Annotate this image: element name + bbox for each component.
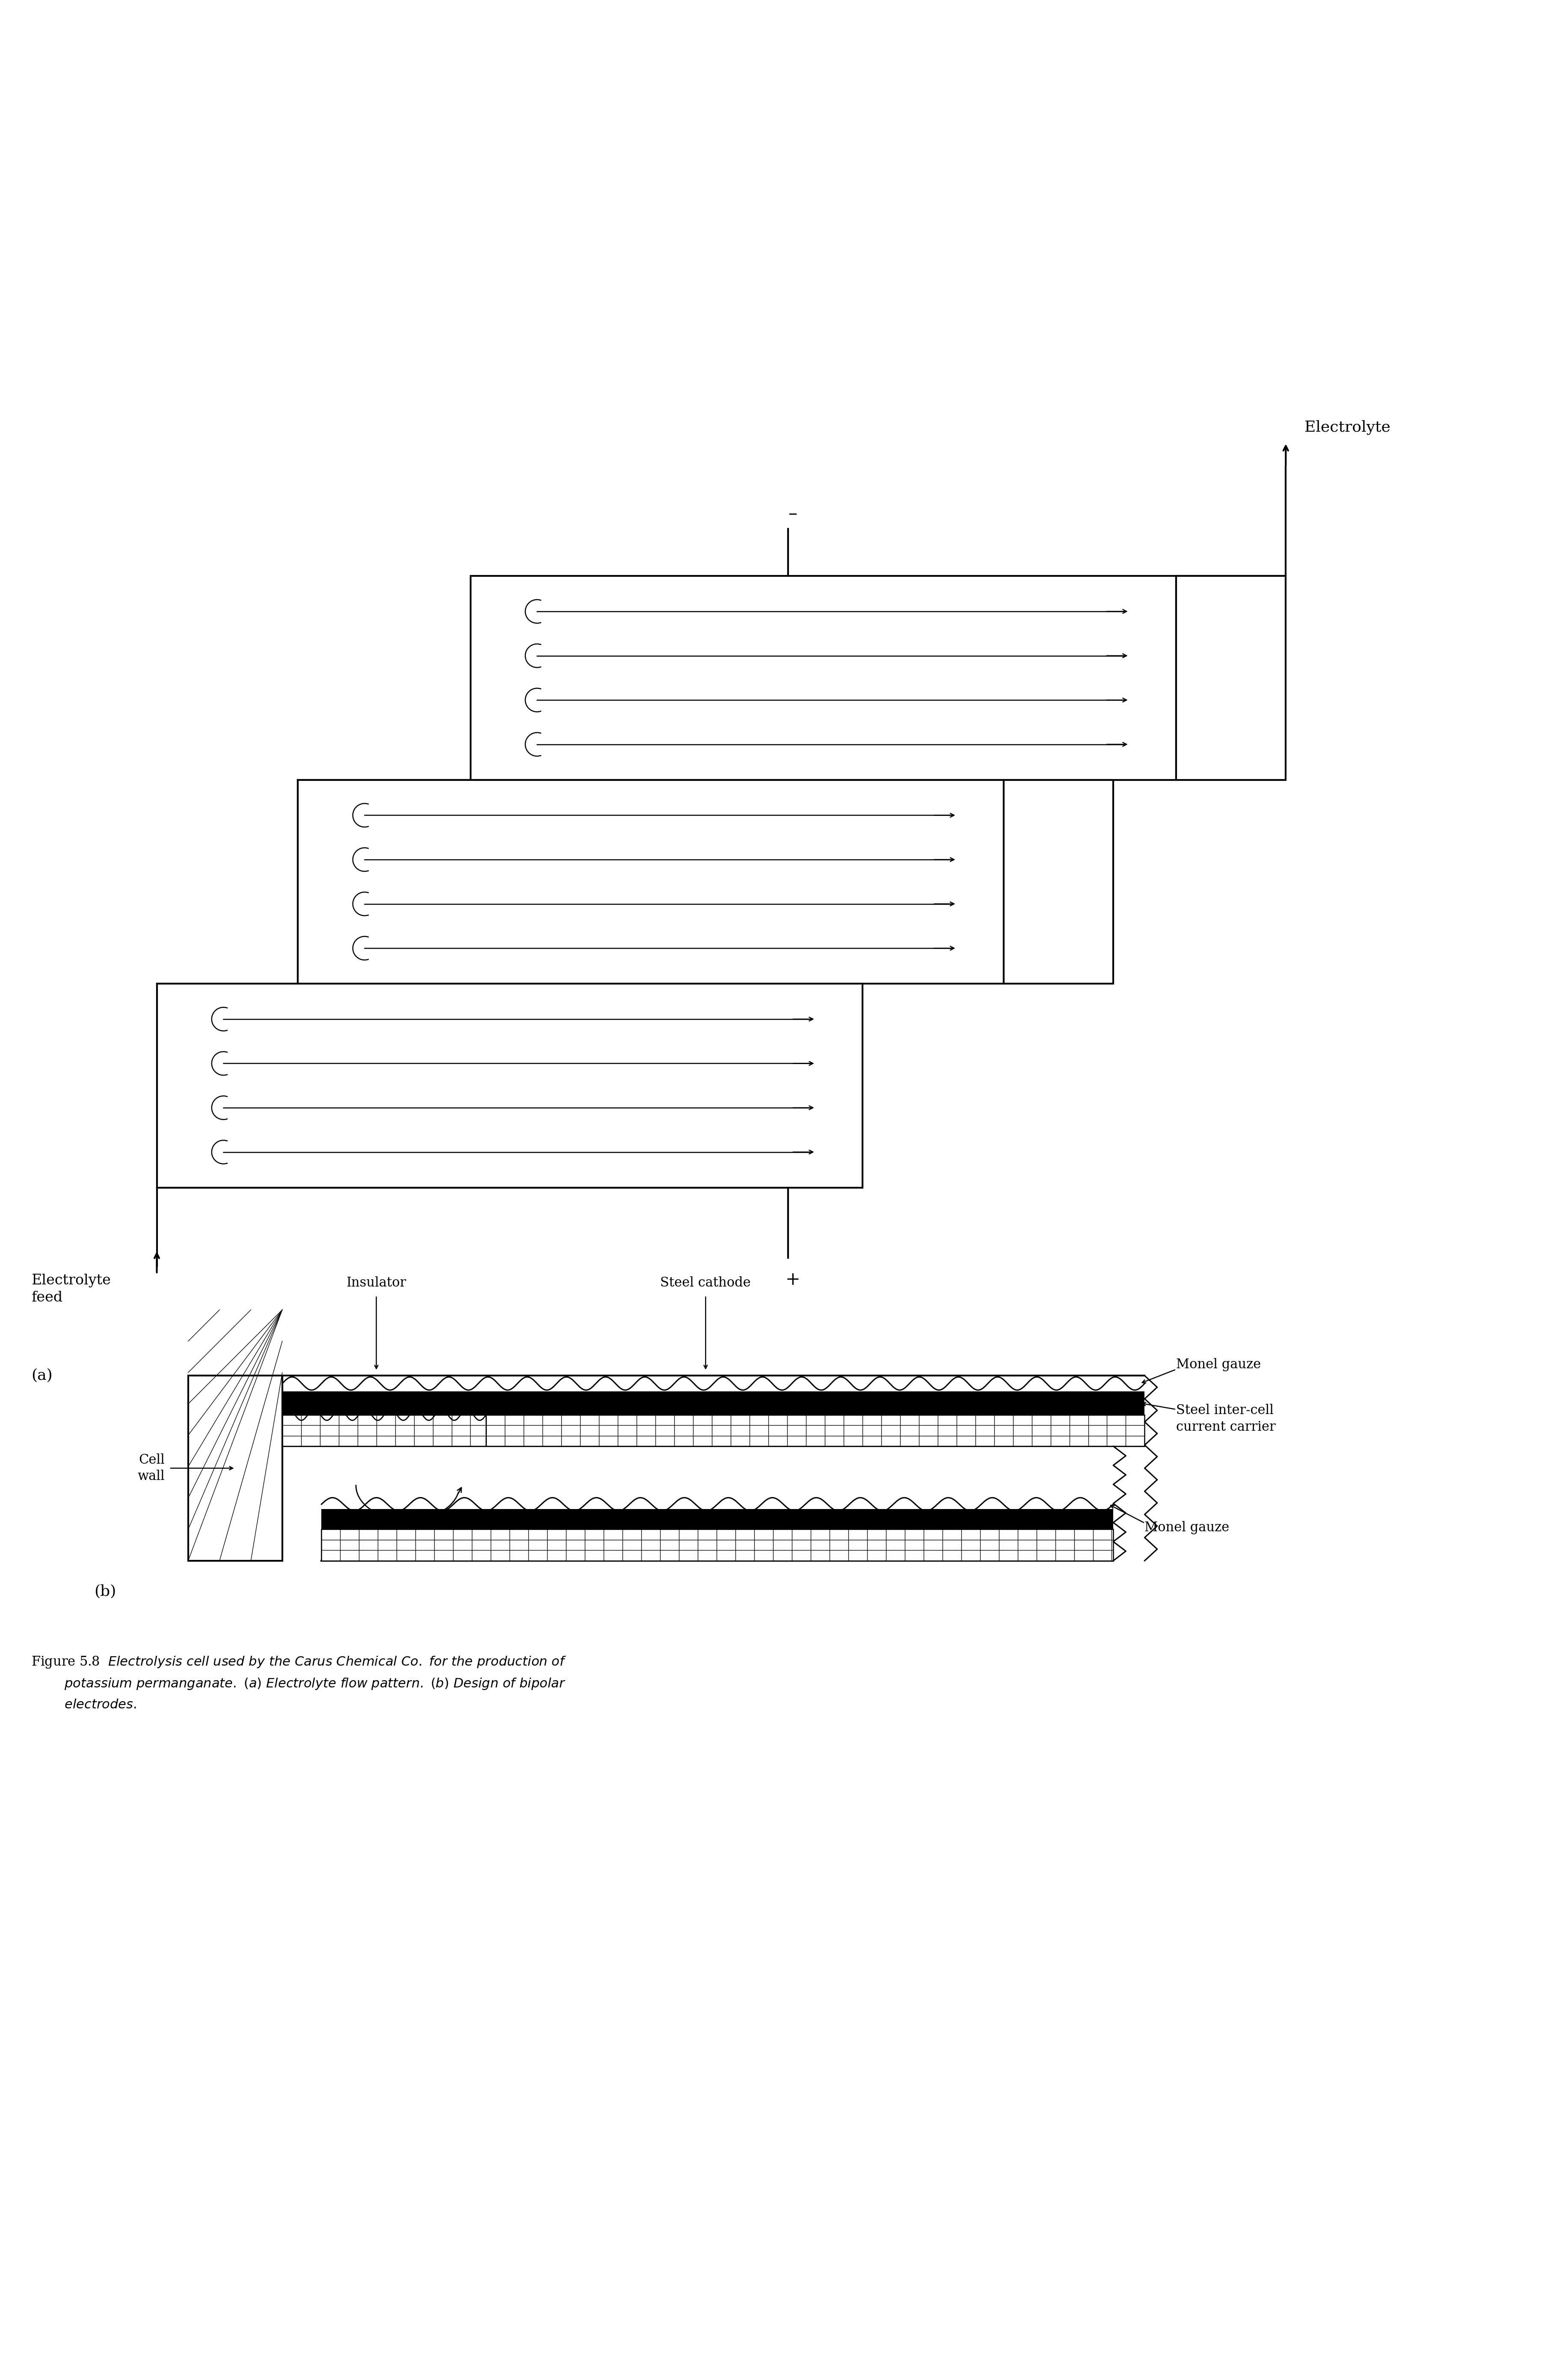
Text: (a): (a) bbox=[31, 1368, 53, 1382]
Text: –: – bbox=[789, 503, 797, 522]
Text: Electrolyte
feed: Electrolyte feed bbox=[31, 1273, 111, 1304]
Bar bbox=[282, 1415, 486, 1446]
Bar bbox=[282, 1392, 1145, 1416]
Bar bbox=[1176, 577, 1286, 779]
Text: Steel cathode: Steel cathode bbox=[660, 1275, 751, 1290]
Bar bbox=[1004, 779, 1113, 983]
Text: Monel gauze: Monel gauze bbox=[1176, 1358, 1261, 1370]
Text: (b): (b) bbox=[94, 1584, 116, 1598]
Text: Steel inter-cell
current carrier: Steel inter-cell current carrier bbox=[1176, 1404, 1275, 1434]
Bar bbox=[298, 779, 1004, 983]
Bar bbox=[321, 1508, 1113, 1530]
Bar bbox=[157, 983, 862, 1188]
Text: Insulator: Insulator bbox=[347, 1275, 406, 1290]
Text: Electrolyte: Electrolyte bbox=[1305, 420, 1391, 435]
Text: Monel gauze: Monel gauze bbox=[1145, 1520, 1229, 1534]
Text: Figure 5.8  $\mathit{Electrolysis\ cell\ used\ by\ the\ Carus\ Chemical\ Co.\ fo: Figure 5.8 $\mathit{Electrolysis\ cell\ … bbox=[31, 1655, 566, 1712]
Bar bbox=[321, 1530, 1113, 1560]
Bar bbox=[486, 1415, 1145, 1446]
Bar bbox=[470, 577, 1176, 779]
Text: Cell
wall: Cell wall bbox=[138, 1454, 165, 1482]
Bar bbox=[188, 1375, 282, 1560]
Text: +: + bbox=[786, 1271, 800, 1290]
Text: Electrolyte: Electrolyte bbox=[463, 1513, 535, 1527]
